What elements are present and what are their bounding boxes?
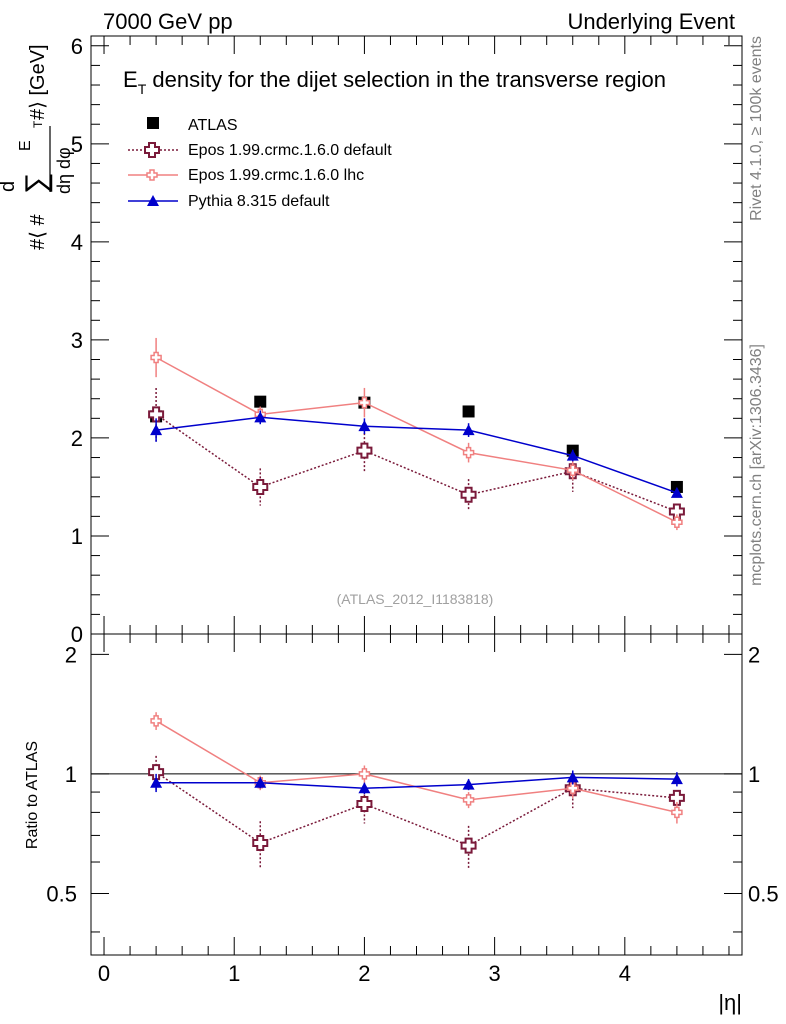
- ylabel-sum: ∑: [20, 173, 53, 194]
- main-point-pythia-3: [462, 424, 475, 436]
- legend: ATLAS Epos 1.99.crmc.1.6.0 default Epos …: [128, 117, 392, 210]
- ratio-point-epos-lhc-2: [358, 768, 371, 780]
- main-point-pythia-5: [670, 486, 683, 498]
- ratio-point-pythia-4: [566, 771, 579, 783]
- main-point-epos-lhc-0: [150, 351, 162, 364]
- main-point-atlas-3: [462, 405, 475, 418]
- ratio-series-line-0: [155, 771, 677, 847]
- ylabel-t: T: [31, 120, 45, 128]
- main-point-epos-lhc-5: [671, 516, 683, 528]
- mcplots-label: mcplots.cern.ch [arXiv:1306.3436]: [748, 344, 765, 586]
- main-series-line-2: [155, 356, 678, 523]
- ratio-ytick-label-left: 0.5: [46, 881, 77, 906]
- main-point-epos-default-5: [668, 503, 685, 520]
- main-ytick-label: 1: [71, 524, 83, 549]
- ratio-point-epos-default-5: [668, 789, 685, 806]
- legend-marker-atlas: [147, 117, 159, 129]
- main-series-line-3: [156, 416, 678, 494]
- ratio-point-epos-lhc-0: [150, 715, 162, 727]
- main-axis-ticks: 0 1 2 3 4 5 6: [71, 34, 742, 647]
- ylabel-e: E: [17, 140, 34, 151]
- ratio-series-line-1: [155, 720, 678, 814]
- ylabel-close: #⟩ [GeV]: [27, 44, 49, 120]
- ratio-xtick-label: 3: [488, 961, 500, 986]
- ratio-ytick-label-left: 1: [65, 762, 77, 787]
- main-point-pythia-2: [358, 420, 371, 432]
- main-point-epos-default-3: [460, 486, 477, 503]
- ratio-xtick-label: 1: [228, 961, 240, 986]
- ratio-point-pythia-1: [254, 776, 267, 788]
- main-point-pythia-1: [254, 411, 267, 423]
- ratio-xtick-label: 0: [98, 961, 110, 986]
- ratio-series-line-2: [156, 776, 677, 790]
- main-ytick-label: 0: [71, 622, 83, 647]
- legend-marker-pythia: [147, 195, 159, 206]
- ratio-ylabel: Ratio to ATLAS: [24, 741, 41, 849]
- main-point-epos-default-0: [148, 406, 165, 423]
- analysis-watermark: (ATLAS_2012_I1183818): [337, 591, 494, 607]
- ylabel-d: d: [0, 181, 19, 192]
- ratio-axis-ticks: 0.5 0.5 1 1 2 2 0 1 2 3 4: [46, 634, 779, 986]
- ratio-point-epos-lhc-4: [566, 782, 579, 795]
- ratio-ytick-label-left: 2: [65, 642, 77, 667]
- ratio-point-epos-lhc-5: [671, 806, 683, 819]
- header-right: Underlying Event: [567, 9, 735, 34]
- rivet-label: Rivet 4.1.0, ≥ 100k events: [748, 36, 765, 221]
- ratio-point-epos-default-2: [356, 795, 373, 812]
- ratio-point-pythia-5: [670, 773, 683, 785]
- ratio-plot-panel: 0.5 0.5 1 1 2 2 0 1 2 3 4 Ratio to ATLAS |η|: [24, 633, 779, 1015]
- main-point-epos-default-2: [356, 442, 373, 459]
- ratio-point-epos-lhc-3: [462, 794, 475, 806]
- main-ytick-label: 4: [71, 230, 83, 255]
- main-point-epos-lhc-4: [566, 464, 579, 477]
- chart-title-sub: T: [138, 81, 147, 97]
- main-ylabel: #⟨ # d ∑ E T dη dφ #⟩ [GeV]: [0, 44, 74, 250]
- main-point-pythia-0: [150, 424, 163, 436]
- chart-title: ET density for the dijet selection in th…: [123, 67, 666, 97]
- ratio-ytick-label-right: 0.5: [748, 881, 779, 906]
- main-series-line-1: [155, 413, 678, 513]
- x-axis-label: |η|: [718, 990, 742, 1015]
- main-point-epos-lhc-2: [358, 396, 371, 409]
- legend-label-epos-lhc: Epos 1.99.crmc.1.6.0 lhc: [188, 167, 364, 184]
- legend-label-atlas: ATLAS: [188, 117, 238, 134]
- main-ytick-label: 2: [71, 426, 83, 451]
- legend-label-epos-default: Epos 1.99.crmc.1.6.0 default: [188, 142, 392, 159]
- ratio-series-group: [148, 712, 685, 868]
- ratio-point-pythia-3: [462, 778, 475, 790]
- ratio-point-pythia-0: [150, 776, 163, 788]
- chart-title-e: E: [123, 67, 138, 92]
- main-point-epos-lhc-3: [462, 446, 475, 459]
- main-ytick-label: 3: [71, 328, 83, 353]
- ratio-point-epos-default-0: [148, 764, 165, 781]
- main-point-pythia-4: [566, 449, 579, 461]
- ratio-xtick-label: 2: [358, 961, 370, 986]
- chart-title-rest: density for the dijet selection in the t…: [146, 67, 666, 92]
- main-ytick-label: 5: [71, 132, 83, 157]
- ylabel-den: dη dφ: [54, 147, 74, 194]
- ratio-xtick-label: 4: [619, 961, 631, 986]
- main-ytick-label: 6: [71, 34, 83, 59]
- ylabel-open: #⟨ #: [27, 214, 49, 250]
- ratio-point-epos-default-1: [252, 834, 269, 851]
- main-point-epos-default-1: [252, 478, 269, 495]
- ratio-point-pythia-2: [358, 782, 371, 794]
- legend-marker-epos-default: [144, 142, 160, 158]
- ratio-ytick-label-right: 1: [748, 762, 760, 787]
- header-left: 7000 GeV pp: [103, 9, 233, 34]
- main-series-group: [148, 337, 685, 531]
- legend-marker-epos-lhc: [146, 169, 158, 181]
- legend-label-pythia: Pythia 8.315 default: [188, 193, 330, 210]
- ratio-ytick-label-right: 2: [748, 642, 760, 667]
- main-point-atlas-1: [254, 395, 267, 408]
- ratio-point-epos-default-3: [460, 837, 477, 854]
